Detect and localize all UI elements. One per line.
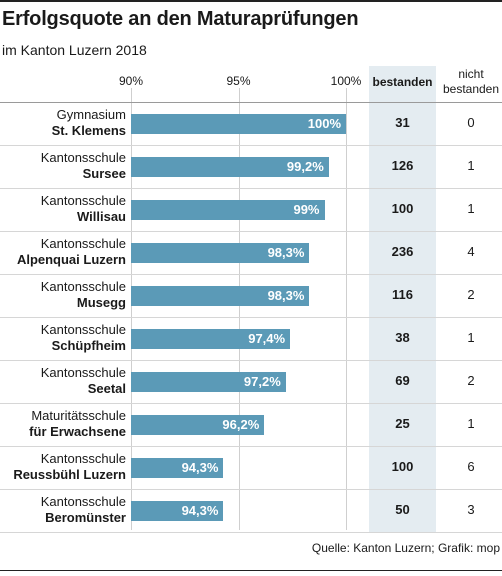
bar-value-label: 99% (293, 202, 320, 217)
failed-column-header-line2: bestanden (442, 82, 500, 96)
row-separator (0, 231, 502, 232)
header-separator (0, 102, 502, 103)
school-name-label: Musegg (76, 295, 126, 310)
bar-value-label: 98,3% (267, 288, 305, 303)
bar-value-label: 97,4% (248, 331, 286, 346)
bar-value-label: 94,3% (181, 460, 219, 475)
school-type-label: Kantonsschule (40, 494, 126, 509)
bottom-rule (0, 570, 502, 571)
x-tick-label: 100% (330, 74, 362, 88)
failed-column-header-line1: nicht (458, 67, 484, 81)
school-name-label: Reussbühl Luzern (13, 467, 126, 482)
success-rate-bar: 97,4% (131, 329, 291, 349)
success-rate-bar: 94,3% (131, 501, 224, 521)
table-row: Maturitätsschule für Erwachsene 96,2% 25 1 (0, 403, 502, 446)
passed-count: 126 (391, 158, 414, 173)
row-separator (0, 489, 502, 490)
passed-count: 100 (391, 201, 414, 216)
row-separator (0, 188, 502, 189)
table-row: Kantonsschule Seetal 97,2% 69 2 (0, 360, 502, 403)
school-name-label: Sursee (82, 166, 126, 181)
source-note: Quelle: Kanton Luzern; Grafik: mop (311, 541, 500, 555)
success-rate-bar: 99% (131, 200, 325, 220)
school-type-label: Kantonsschule (40, 365, 126, 380)
school-type-label: Maturitätsschule (31, 408, 126, 423)
bar-value-label: 99,2% (286, 159, 324, 174)
school-type-label: Kantonsschule (40, 322, 126, 337)
success-rate-bar: 98,3% (131, 243, 310, 263)
x-tick-label: 95% (226, 74, 251, 88)
top-rule (0, 0, 502, 2)
table-row: Kantonsschule Beromünster 94,3% 50 3 (0, 489, 502, 532)
school-name-label: Seetal (87, 381, 126, 396)
passed-count: 38 (395, 330, 410, 345)
row-separator (0, 145, 502, 146)
table-row: Gymnasium St. Klemens 100% 31 0 (0, 102, 502, 145)
row-separator (0, 360, 502, 361)
school-name-label: Beromünster (45, 510, 126, 525)
bar-value-label: 98,3% (267, 245, 305, 260)
row-separator (0, 274, 502, 275)
bar-value-label: 94,3% (181, 503, 219, 518)
school-type-label: Gymnasium (56, 107, 126, 122)
success-rate-bar: 98,3% (131, 286, 310, 306)
table-row: Kantonsschule Alpenquai Luzern 98,3% 236 4 (0, 231, 502, 274)
passed-count: 100 (391, 459, 414, 474)
failed-count: 1 (467, 330, 475, 345)
failed-count: 6 (467, 459, 475, 474)
x-gridline (346, 88, 347, 530)
chart-subtitle: im Kanton Luzern 2018 (2, 42, 147, 58)
school-name-label: Alpenquai Luzern (16, 252, 126, 267)
failed-count: 0 (467, 115, 475, 130)
passed-count: 50 (395, 502, 410, 517)
school-name-label: Willisau (76, 209, 126, 224)
failed-count: 1 (467, 416, 475, 431)
bar-value-label: 97,2% (243, 374, 281, 389)
bar-value-label: 100% (307, 116, 341, 131)
passed-count: 116 (392, 287, 413, 302)
table-row: Kantonsschule Schüpfheim 97,4% 38 1 (0, 317, 502, 360)
passed-count: 31 (395, 115, 410, 130)
failed-count: 3 (467, 502, 475, 517)
school-name-label: Schüpfheim (51, 338, 126, 353)
row-separator (0, 317, 502, 318)
x-gridline (131, 88, 132, 530)
table-row: Kantonsschule Reussbühl Luzern 94,3% 100 6 (0, 446, 502, 489)
failed-count: 1 (467, 158, 475, 173)
x-gridline (238, 88, 240, 530)
passed-count: 236 (391, 244, 414, 259)
bar-value-label: 96,2% (222, 417, 260, 432)
success-rate-bar: 96,2% (131, 415, 265, 435)
row-separator (0, 403, 502, 404)
passed-count: 25 (395, 416, 410, 431)
school-type-label: Kantonsschule (40, 236, 126, 251)
failed-count: 4 (467, 244, 475, 259)
passed-column-band (369, 66, 436, 532)
table-row: Kantonsschule Sursee 99,2% 126 1 (0, 145, 502, 188)
school-type-label: Kantonsschule (40, 451, 126, 466)
x-tick-label: 90% (118, 74, 144, 88)
row-separator (0, 446, 502, 447)
school-type-label: Kantonsschule (40, 193, 126, 208)
passed-column-header: bestanden (372, 75, 433, 89)
school-name-label: für Erwachsene (29, 424, 126, 439)
school-name-label: St. Klemens (51, 123, 126, 138)
chart-title: Erfolgsquote an den Maturaprüfungen (2, 8, 359, 30)
table-row: Kantonsschule Willisau 99% 100 1 (0, 188, 502, 231)
success-rate-bar: 97,2% (131, 372, 286, 392)
table-row: Kantonsschule Musegg 98,3% 116 2 (0, 274, 502, 317)
row-separator (0, 532, 502, 533)
success-rate-bar: 94,3% (131, 458, 224, 478)
passed-count: 69 (395, 373, 410, 388)
failed-count: 2 (467, 287, 475, 302)
success-rate-bar: 100% (131, 114, 346, 134)
failed-count: 2 (467, 373, 475, 388)
failed-count: 1 (467, 201, 475, 216)
school-type-label: Kantonsschule (40, 279, 126, 294)
success-rate-bar: 99,2% (131, 157, 329, 177)
school-type-label: Kantonsschule (40, 150, 126, 165)
